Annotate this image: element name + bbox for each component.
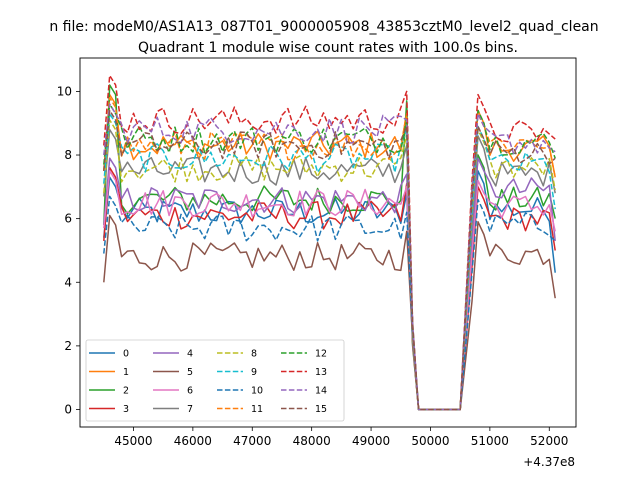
y-axis: 0 2 4 6 8 10 xyxy=(57,84,80,417)
series-line-9 xyxy=(103,112,556,411)
legend-label-5: 5 xyxy=(187,367,193,378)
legend-label-9: 9 xyxy=(251,367,257,378)
series-line-5 xyxy=(103,214,556,411)
x-offset-label: +4.37e8 xyxy=(523,455,575,469)
legend-label-10: 10 xyxy=(251,386,263,397)
series-line-15 xyxy=(103,109,556,411)
axes-frame xyxy=(79,57,577,428)
series-line-8 xyxy=(103,119,556,411)
legend-frame xyxy=(85,339,345,422)
legend-label-13: 13 xyxy=(315,367,327,378)
x-tick-label: 45000 xyxy=(114,434,152,448)
legend-label-11: 11 xyxy=(251,404,263,415)
legend-label-4: 4 xyxy=(187,349,193,360)
x-tick-label: 47000 xyxy=(233,434,271,448)
chart-title: Quadrant 1 module wise count rates with … xyxy=(138,40,518,56)
y-tick-label: 0 xyxy=(64,403,72,417)
x-tick-label: 50000 xyxy=(411,434,449,448)
legend-label-15: 15 xyxy=(315,404,327,415)
x-axis: 45000 46000 47000 48000 49000 50000 51000 52000 xyxy=(114,427,568,448)
figure-suptitle: n file: modeM0/AS1A13_087T01_9000005908_… xyxy=(49,19,598,35)
y-tick-label: 2 xyxy=(64,339,72,353)
series-line-13 xyxy=(103,74,556,411)
series-line-7 xyxy=(103,128,556,411)
series-line-0 xyxy=(103,170,556,411)
series-line-10 xyxy=(103,195,556,411)
legend-label-12: 12 xyxy=(315,349,327,360)
series-line-12 xyxy=(103,103,556,411)
series-line-14 xyxy=(103,103,556,411)
legend-label-1: 1 xyxy=(123,367,129,378)
x-tick-label: 52000 xyxy=(530,434,568,448)
legend-label-0: 0 xyxy=(123,349,129,360)
y-tick-label: 6 xyxy=(64,212,72,226)
x-tick-label: 48000 xyxy=(293,434,331,448)
legend-label-14: 14 xyxy=(315,386,327,397)
legend-label-7: 7 xyxy=(187,404,193,415)
y-tick-label: 8 xyxy=(64,148,72,162)
x-tick-label: 46000 xyxy=(174,434,212,448)
series-line-6 xyxy=(103,170,556,411)
legend-label-2: 2 xyxy=(123,386,129,397)
legend-label-6: 6 xyxy=(187,386,193,397)
plot-lines xyxy=(103,74,556,411)
y-tick-label: 10 xyxy=(57,84,72,98)
y-tick-label: 4 xyxy=(64,275,72,289)
x-tick-label: 49000 xyxy=(352,434,390,448)
legend-label-3: 3 xyxy=(123,404,129,415)
series-line-3 xyxy=(103,166,556,411)
legend-label-8: 8 xyxy=(251,349,257,360)
x-tick-label: 51000 xyxy=(471,434,509,448)
